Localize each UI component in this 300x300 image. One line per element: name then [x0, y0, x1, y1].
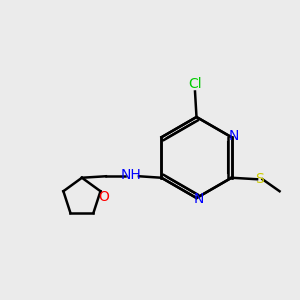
Text: N: N	[229, 129, 239, 143]
Text: N: N	[194, 192, 204, 206]
Text: O: O	[99, 190, 110, 204]
Text: S: S	[255, 172, 264, 186]
Text: Cl: Cl	[188, 77, 202, 91]
Text: NH: NH	[121, 168, 142, 182]
